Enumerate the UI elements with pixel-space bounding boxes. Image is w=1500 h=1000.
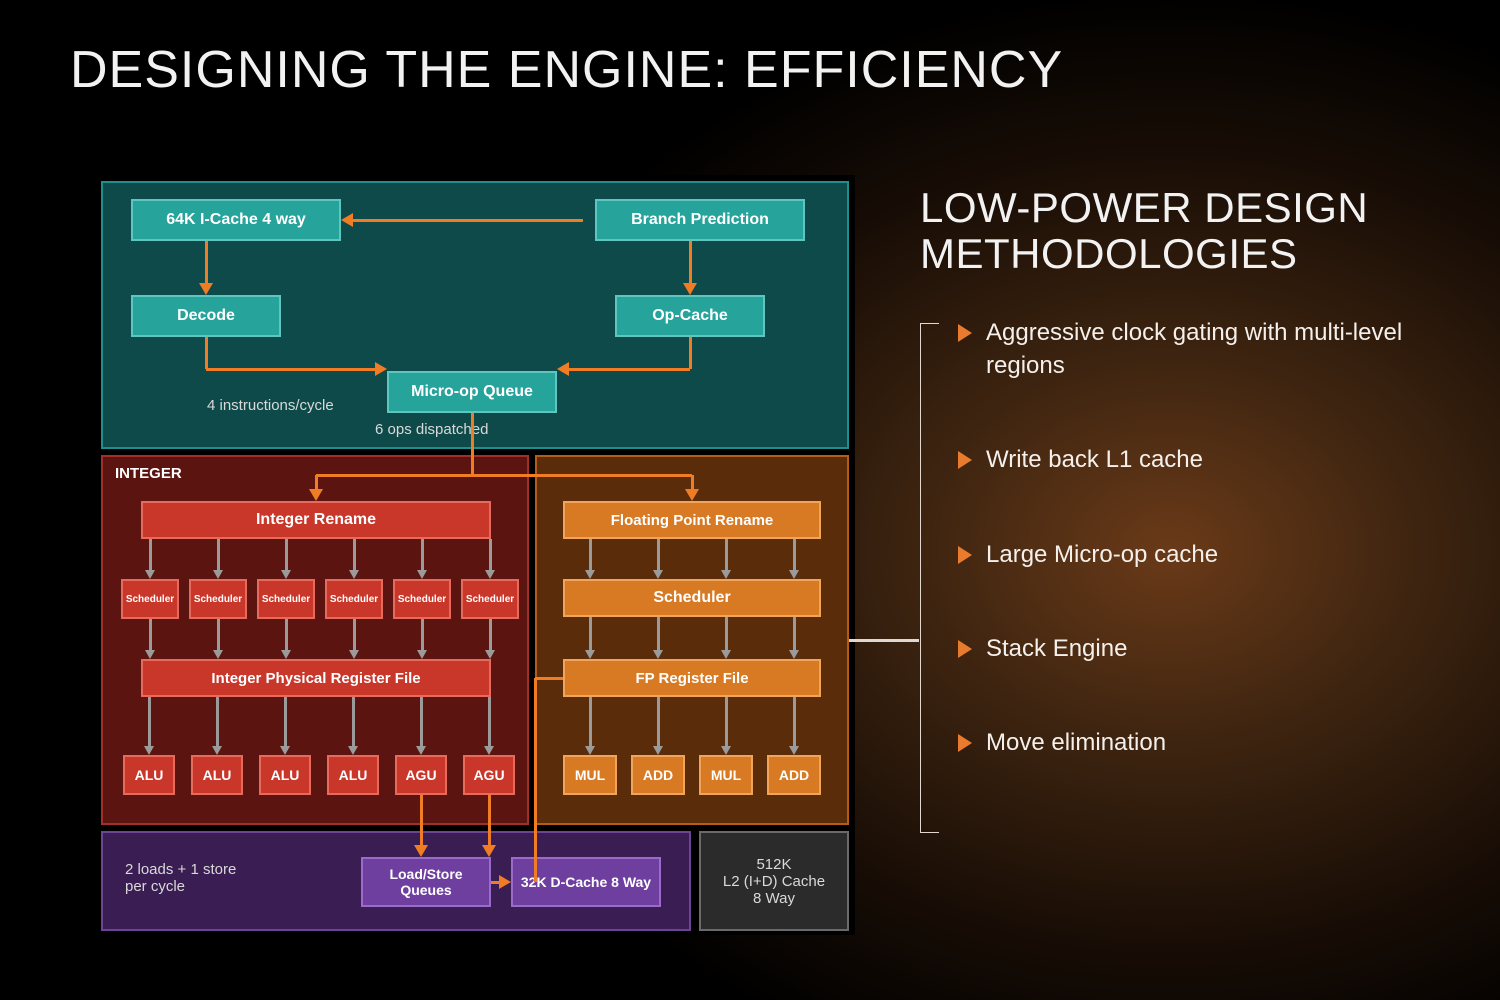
fp-scheduler-block: Scheduler bbox=[563, 579, 821, 617]
int-rename-block: Integer Rename bbox=[141, 501, 491, 539]
int-scheduler-block: Scheduler bbox=[121, 579, 179, 619]
int-unit-block: ALU bbox=[123, 755, 175, 795]
integer-region-label: INTEGER bbox=[115, 465, 182, 482]
int-scheduler-block: Scheduler bbox=[461, 579, 519, 619]
subheading: LOW-POWER DESIGN METHODOLOGIES bbox=[920, 185, 1440, 277]
fp-regfile-block: FP Register File bbox=[563, 659, 821, 697]
fp-unit-block: MUL bbox=[563, 755, 617, 795]
int-scheduler-block: Scheduler bbox=[257, 579, 315, 619]
load-store-queues-block: Load/Store Queues bbox=[361, 857, 491, 907]
bullet-item: Aggressive clock gating with multi-level… bbox=[958, 317, 1440, 382]
annotation: 4 instructions/cycle bbox=[207, 397, 334, 414]
int-unit-block: ALU bbox=[191, 755, 243, 795]
bullet-list: Aggressive clock gating with multi-level… bbox=[958, 317, 1440, 759]
fp-unit-block: ADD bbox=[767, 755, 821, 795]
annotation: 2 loads + 1 store per cycle bbox=[125, 861, 236, 895]
bullet-item: Stack Engine bbox=[958, 633, 1440, 665]
fp-rename-block: Floating Point Rename bbox=[563, 501, 821, 539]
int-scheduler-block: Scheduler bbox=[325, 579, 383, 619]
fp-unit-block: MUL bbox=[699, 755, 753, 795]
int-unit-block: AGU bbox=[463, 755, 515, 795]
fp-unit-block: ADD bbox=[631, 755, 685, 795]
int-scheduler-block: Scheduler bbox=[393, 579, 451, 619]
int-scheduler-block: Scheduler bbox=[189, 579, 247, 619]
micro-op-queue-block: Micro-op Queue bbox=[387, 371, 557, 413]
int-regfile-block: Integer Physical Register File bbox=[141, 659, 491, 697]
cpu-block-diagram: 64K I-Cache 4 way Branch Prediction Decode… bbox=[95, 175, 855, 935]
int-unit-block: ALU bbox=[327, 755, 379, 795]
right-column: LOW-POWER DESIGN METHODOLOGIES Aggressiv… bbox=[920, 185, 1440, 760]
bracket-decoration bbox=[920, 323, 938, 833]
bullet-list-container: Aggressive clock gating with multi-level… bbox=[920, 317, 1440, 759]
bullet-item: Large Micro-op cache bbox=[958, 539, 1440, 571]
l2-cache-block: 512K L2 (I+D) Cache 8 Way bbox=[699, 831, 849, 931]
bullet-item: Move elimination bbox=[958, 727, 1440, 759]
branch-predict-block: Branch Prediction bbox=[595, 199, 805, 241]
slide-title: DESIGNING THE ENGINE: EFFICIENCY bbox=[70, 40, 1063, 100]
bullet-item: Write back L1 cache bbox=[958, 444, 1440, 476]
icache-block: 64K I-Cache 4 way bbox=[131, 199, 341, 241]
opcache-block: Op-Cache bbox=[615, 295, 765, 337]
decode-block: Decode bbox=[131, 295, 281, 337]
int-unit-block: ALU bbox=[259, 755, 311, 795]
int-unit-block: AGU bbox=[395, 755, 447, 795]
